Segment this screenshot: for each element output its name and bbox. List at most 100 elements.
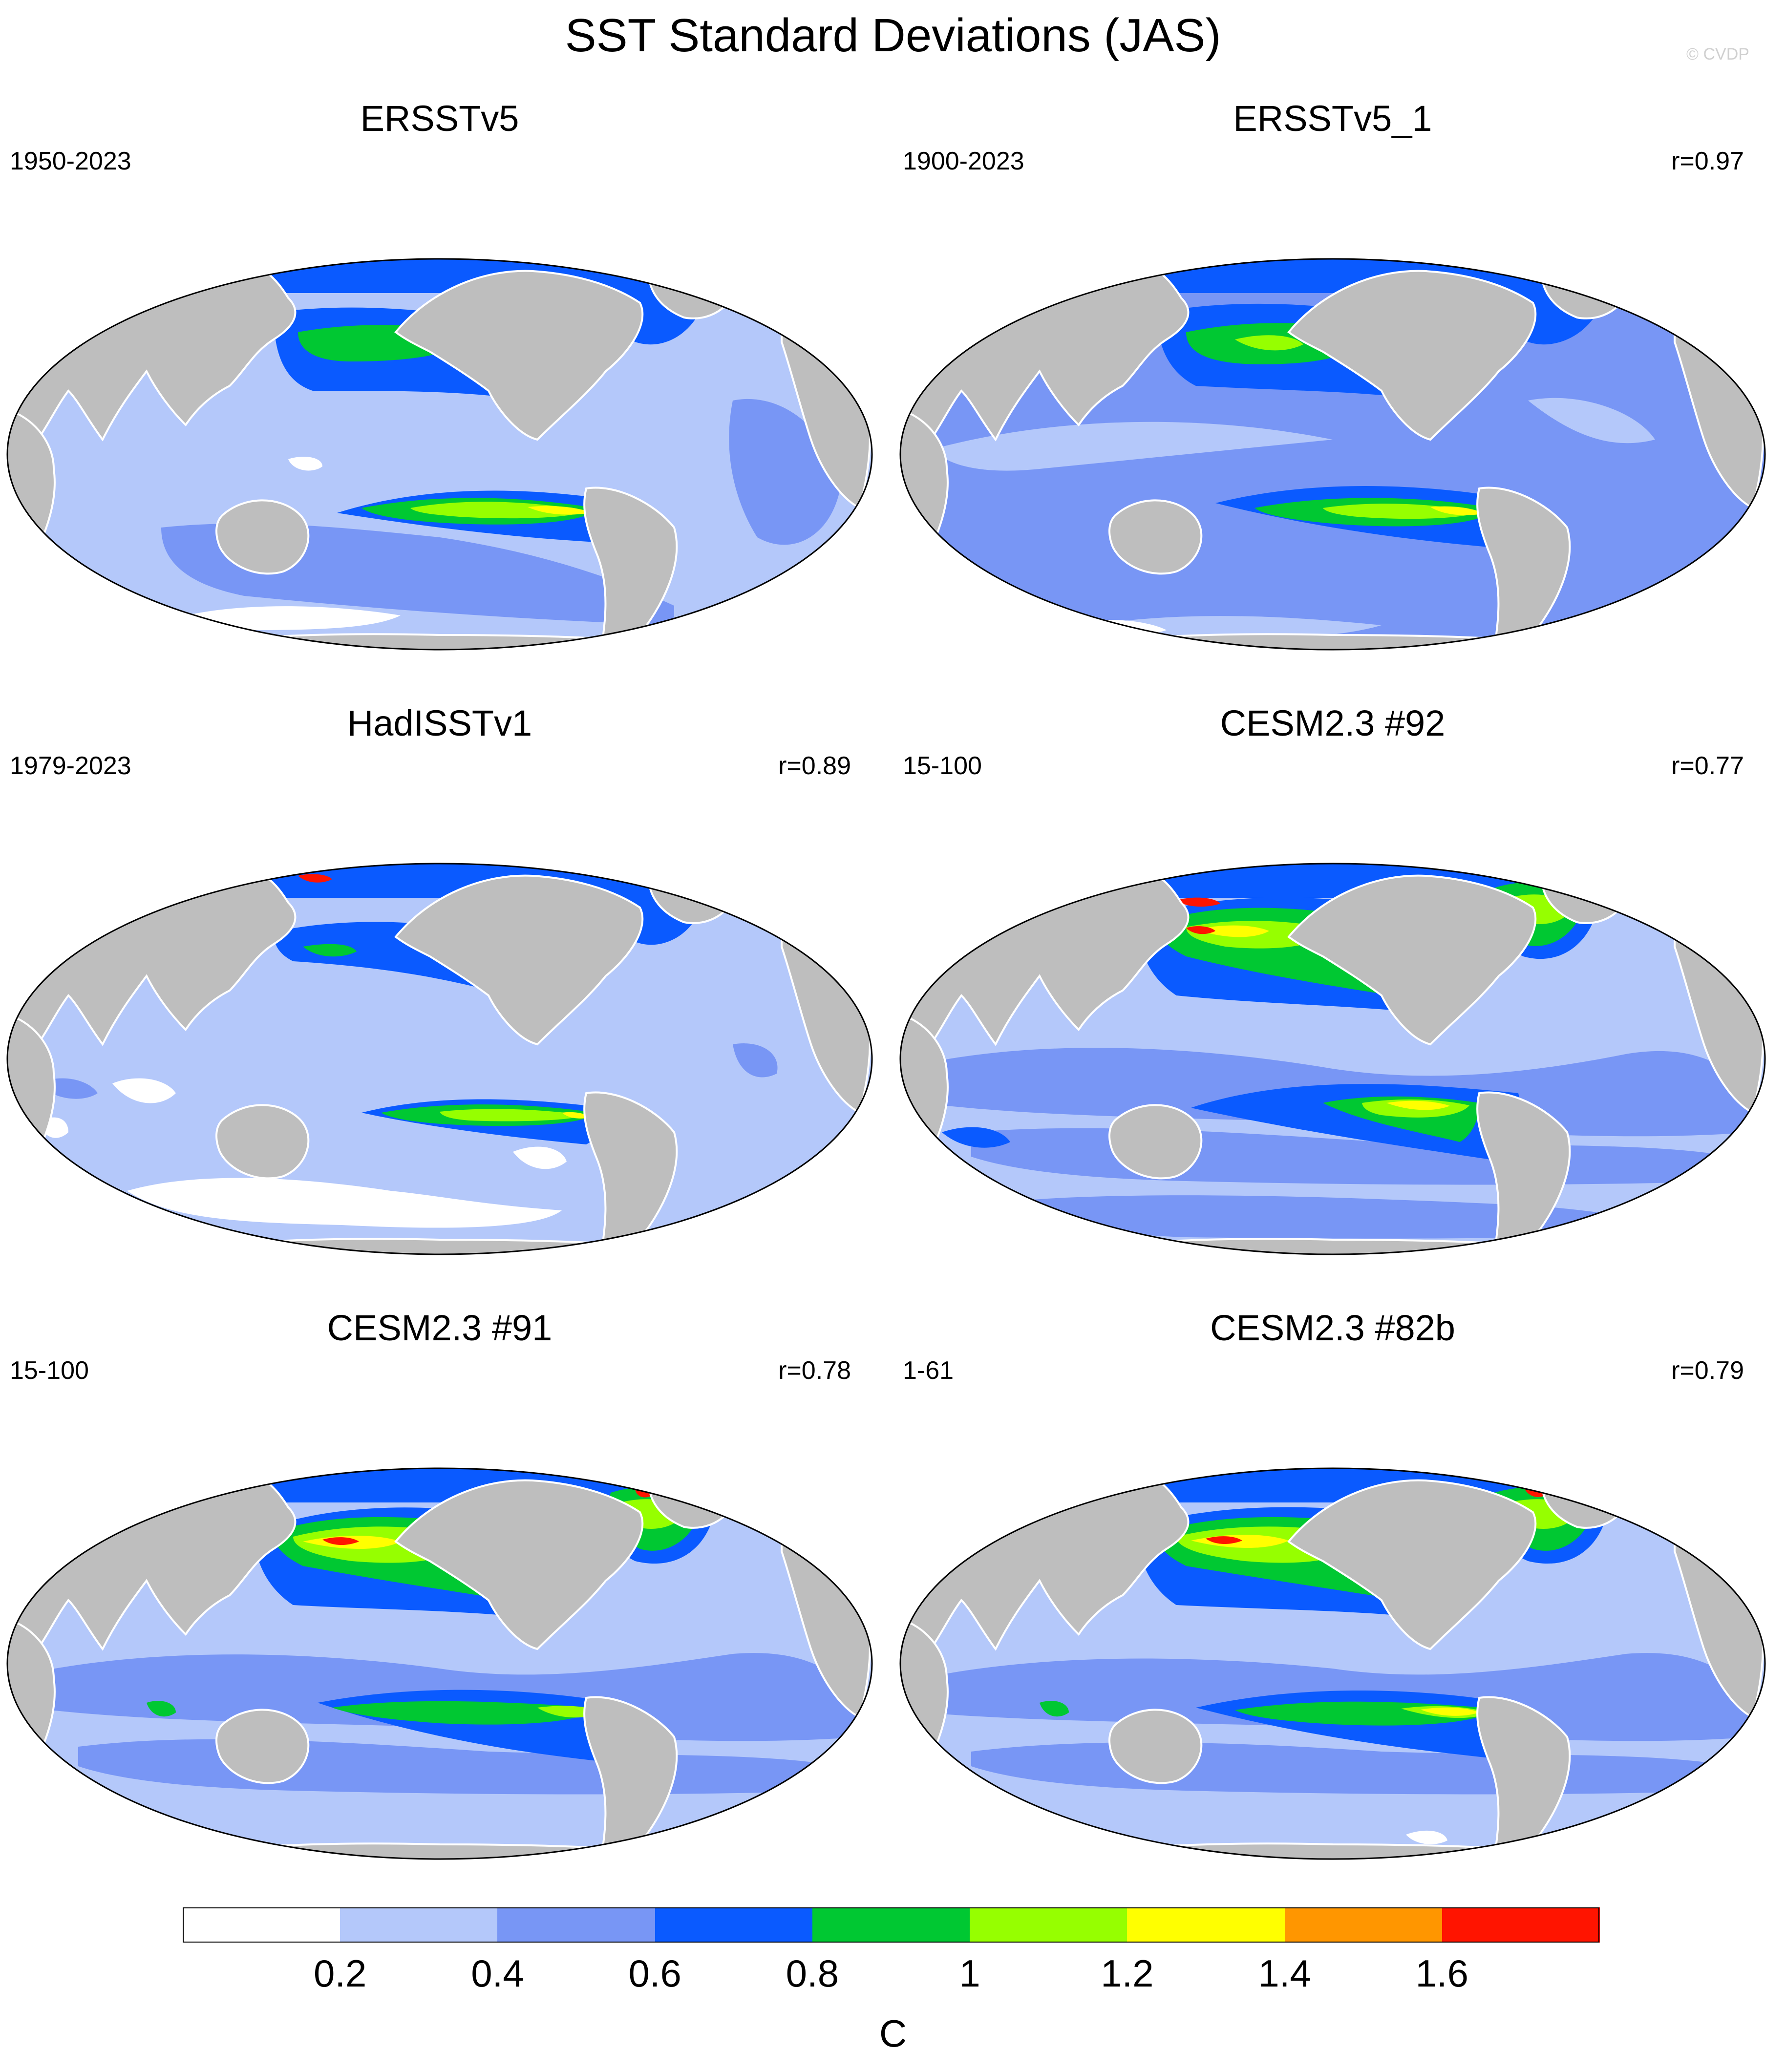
sst-contour-region [1098,259,1186,271]
colorbar-frame [183,1907,1599,1943]
map-outline [899,258,1766,651]
colorbar-tick-label: 1 [959,1952,980,1995]
credit-watermark: © CVDP [1686,45,1749,63]
sst-contour-region [410,502,586,519]
panel-title: HadISSTv1 [347,703,532,743]
colorbar-bin [497,1907,656,1943]
sst-contour-region [468,663,488,675]
world-map [6,258,873,675]
sst-contour-region [1196,925,1269,937]
sst-contour-region [1176,897,1220,907]
sst-contour-region [1406,1830,1447,1844]
panel-period: 15-100 [903,752,982,780]
sst-contour-region [1533,874,1548,885]
sst-contour-region [1655,655,1678,663]
sst-contour-region [186,259,274,271]
map-outline [6,863,873,1255]
colorbar-tick-label: 1.2 [1101,1952,1154,1995]
panel-title: CESM2.3 #82b [1210,1308,1455,1348]
sst-contour-region [288,457,322,471]
colorbar-bin [655,1907,813,1943]
land-australia [1108,1709,1203,1784]
map-panel-cesm-92: CESM2.3 #92 15-100 r=0.77 [893,702,1772,1289]
sst-contour-region [1186,926,1215,934]
colorbar-bin [1284,1907,1443,1943]
sst-contour-region [322,1537,359,1545]
world-map [6,1467,873,1860]
colorbar-unit: C [879,2012,907,2055]
land-namerica [1287,270,1537,441]
colorbar-tick-label: 0.2 [314,1952,367,1995]
land-samerica [1476,1091,1571,1254]
world-map [899,258,1766,663]
sst-contour-region [1059,881,1113,893]
sst-contour-region [303,944,357,957]
land-namerica [1287,1479,1537,1650]
panel-correlation: r=0.79 [1671,1356,1744,1385]
sst-contour-region [1235,335,1303,351]
land-namerica [1287,874,1537,1046]
panel-correlation: r=0.89 [778,752,851,780]
map-panel-cesm-82b: CESM2.3 #82b 1-61 r=0.79 [893,1307,1772,1893]
land-australia [215,1104,310,1180]
map-outline [6,1467,873,1860]
panel-period: 15-100 [10,1356,89,1385]
panel-title: ERSSTv5 [360,98,519,139]
sst-contour-region [186,1470,230,1481]
colorbar-bin [970,1907,1128,1943]
colorbar-bin [1442,1907,1600,1943]
map-panel-ersstv5-1: ERSSTv5_1 1900-2023 r=0.97 [893,98,1772,684]
sst-contour-region [112,1078,176,1103]
land-antarctica [158,633,726,650]
world-map [899,1467,1766,1860]
panel-correlation: r=0.77 [1671,752,1744,780]
sst-contour-region [1049,1468,1108,1481]
panel-correlation: r=0.97 [1671,147,1744,175]
land-antarctica [1051,1238,1619,1254]
world-map [899,863,1766,1255]
colorbar-tick-label: 1.4 [1258,1952,1311,1995]
colorbar [183,1907,1600,1943]
panel-period: 1950-2023 [10,147,131,175]
panel-title: CESM2.3 #92 [1220,703,1446,743]
map-outline [6,258,873,651]
map-panel-cesm-91: CESM2.3 #91 15-100 r=0.78 [0,1307,879,1893]
map-outline [899,1467,1766,1860]
sst-contour-region [513,1146,567,1169]
sst-contour-region [147,1701,176,1717]
map-outline [899,863,1766,1255]
sst-contour-region [1430,506,1484,515]
colorbar-tick-label: 1.6 [1415,1952,1468,1995]
land-antarctica [1051,1842,1619,1859]
sst-contour-region [1040,1701,1069,1717]
colorbar-bin [812,1907,971,1943]
land-namerica [394,1479,644,1650]
land-samerica [583,1696,678,1859]
sst-contour-region [1245,1253,1587,1254]
sst-contour-region [440,1109,586,1121]
sst-contour-region [791,647,810,650]
land-antarctica [158,1238,726,1254]
sst-contour-region [1528,398,1655,444]
colorbar-tick-label: 0.6 [628,1952,681,1995]
sst-contour-region [1645,645,1699,650]
land-australia [215,499,310,575]
land-namerica [394,270,644,441]
colorbar-bin [183,1907,341,1943]
panel-period: 1-61 [903,1356,954,1385]
sst-contour-region [703,648,723,650]
sst-contour-region [1386,1100,1450,1110]
land-samerica [1476,1696,1571,1859]
land-namerica [394,874,644,1046]
sst-contour-region [186,606,401,630]
sst-contour-region [1421,1707,1479,1716]
sst-contour-region [528,506,591,515]
land-australia [215,1709,310,1784]
sst-contour-region [127,1178,562,1228]
land-samerica [583,1091,678,1254]
land-australia [1108,499,1203,575]
world-map [6,863,873,1255]
panel-period: 1979-2023 [10,752,131,780]
map-panel-ersstv5: ERSSTv5 1950-2023 [0,98,879,684]
sst-contour-region [147,867,164,875]
